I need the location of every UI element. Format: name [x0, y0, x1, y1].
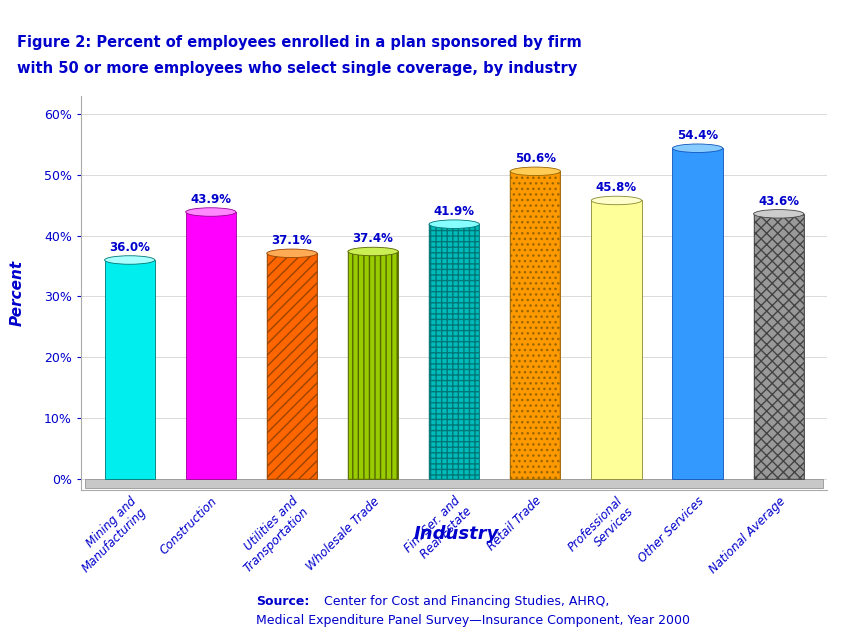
Ellipse shape — [186, 208, 236, 216]
Bar — [590, 200, 641, 479]
Ellipse shape — [509, 167, 560, 175]
Text: 43.9%: 43.9% — [190, 193, 231, 206]
Bar — [671, 148, 722, 479]
Ellipse shape — [590, 196, 641, 205]
Text: Center for Cost and Financing Studies, AHRQ,: Center for Cost and Financing Studies, A… — [320, 595, 608, 608]
Ellipse shape — [671, 144, 722, 152]
Text: 45.8%: 45.8% — [596, 181, 636, 195]
Text: 37.1%: 37.1% — [271, 234, 312, 247]
Ellipse shape — [348, 247, 398, 256]
Bar — [509, 172, 560, 479]
Ellipse shape — [752, 209, 803, 218]
Bar — [105, 260, 155, 479]
Text: 36.0%: 36.0% — [109, 241, 150, 254]
Ellipse shape — [105, 256, 155, 264]
Text: 54.4%: 54.4% — [676, 129, 717, 142]
Text: Medical Expenditure Panel Survey—Insurance Component, Year 2000: Medical Expenditure Panel Survey—Insuran… — [256, 614, 689, 627]
Text: Source:: Source: — [256, 595, 309, 608]
Text: 43.6%: 43.6% — [757, 195, 798, 208]
Bar — [85, 479, 822, 488]
Text: with 50 or more employees who select single coverage, by industry: with 50 or more employees who select sin… — [17, 61, 577, 76]
Text: 41.9%: 41.9% — [433, 205, 475, 218]
Y-axis label: Percent: Percent — [10, 260, 25, 326]
Text: 50.6%: 50.6% — [515, 152, 556, 165]
Bar — [267, 253, 317, 479]
Bar — [267, 253, 317, 479]
Bar — [429, 224, 479, 479]
Bar — [429, 224, 479, 479]
Bar — [348, 252, 398, 479]
Bar — [752, 214, 803, 479]
Bar — [348, 252, 398, 479]
Text: 37.4%: 37.4% — [352, 232, 393, 245]
Bar — [752, 214, 803, 479]
Text: Industry: Industry — [413, 525, 498, 543]
Bar — [186, 212, 236, 479]
Bar — [509, 172, 560, 479]
Ellipse shape — [267, 249, 317, 257]
Ellipse shape — [429, 220, 479, 228]
Text: Figure 2: Percent of employees enrolled in a plan sponsored by firm: Figure 2: Percent of employees enrolled … — [17, 35, 581, 50]
